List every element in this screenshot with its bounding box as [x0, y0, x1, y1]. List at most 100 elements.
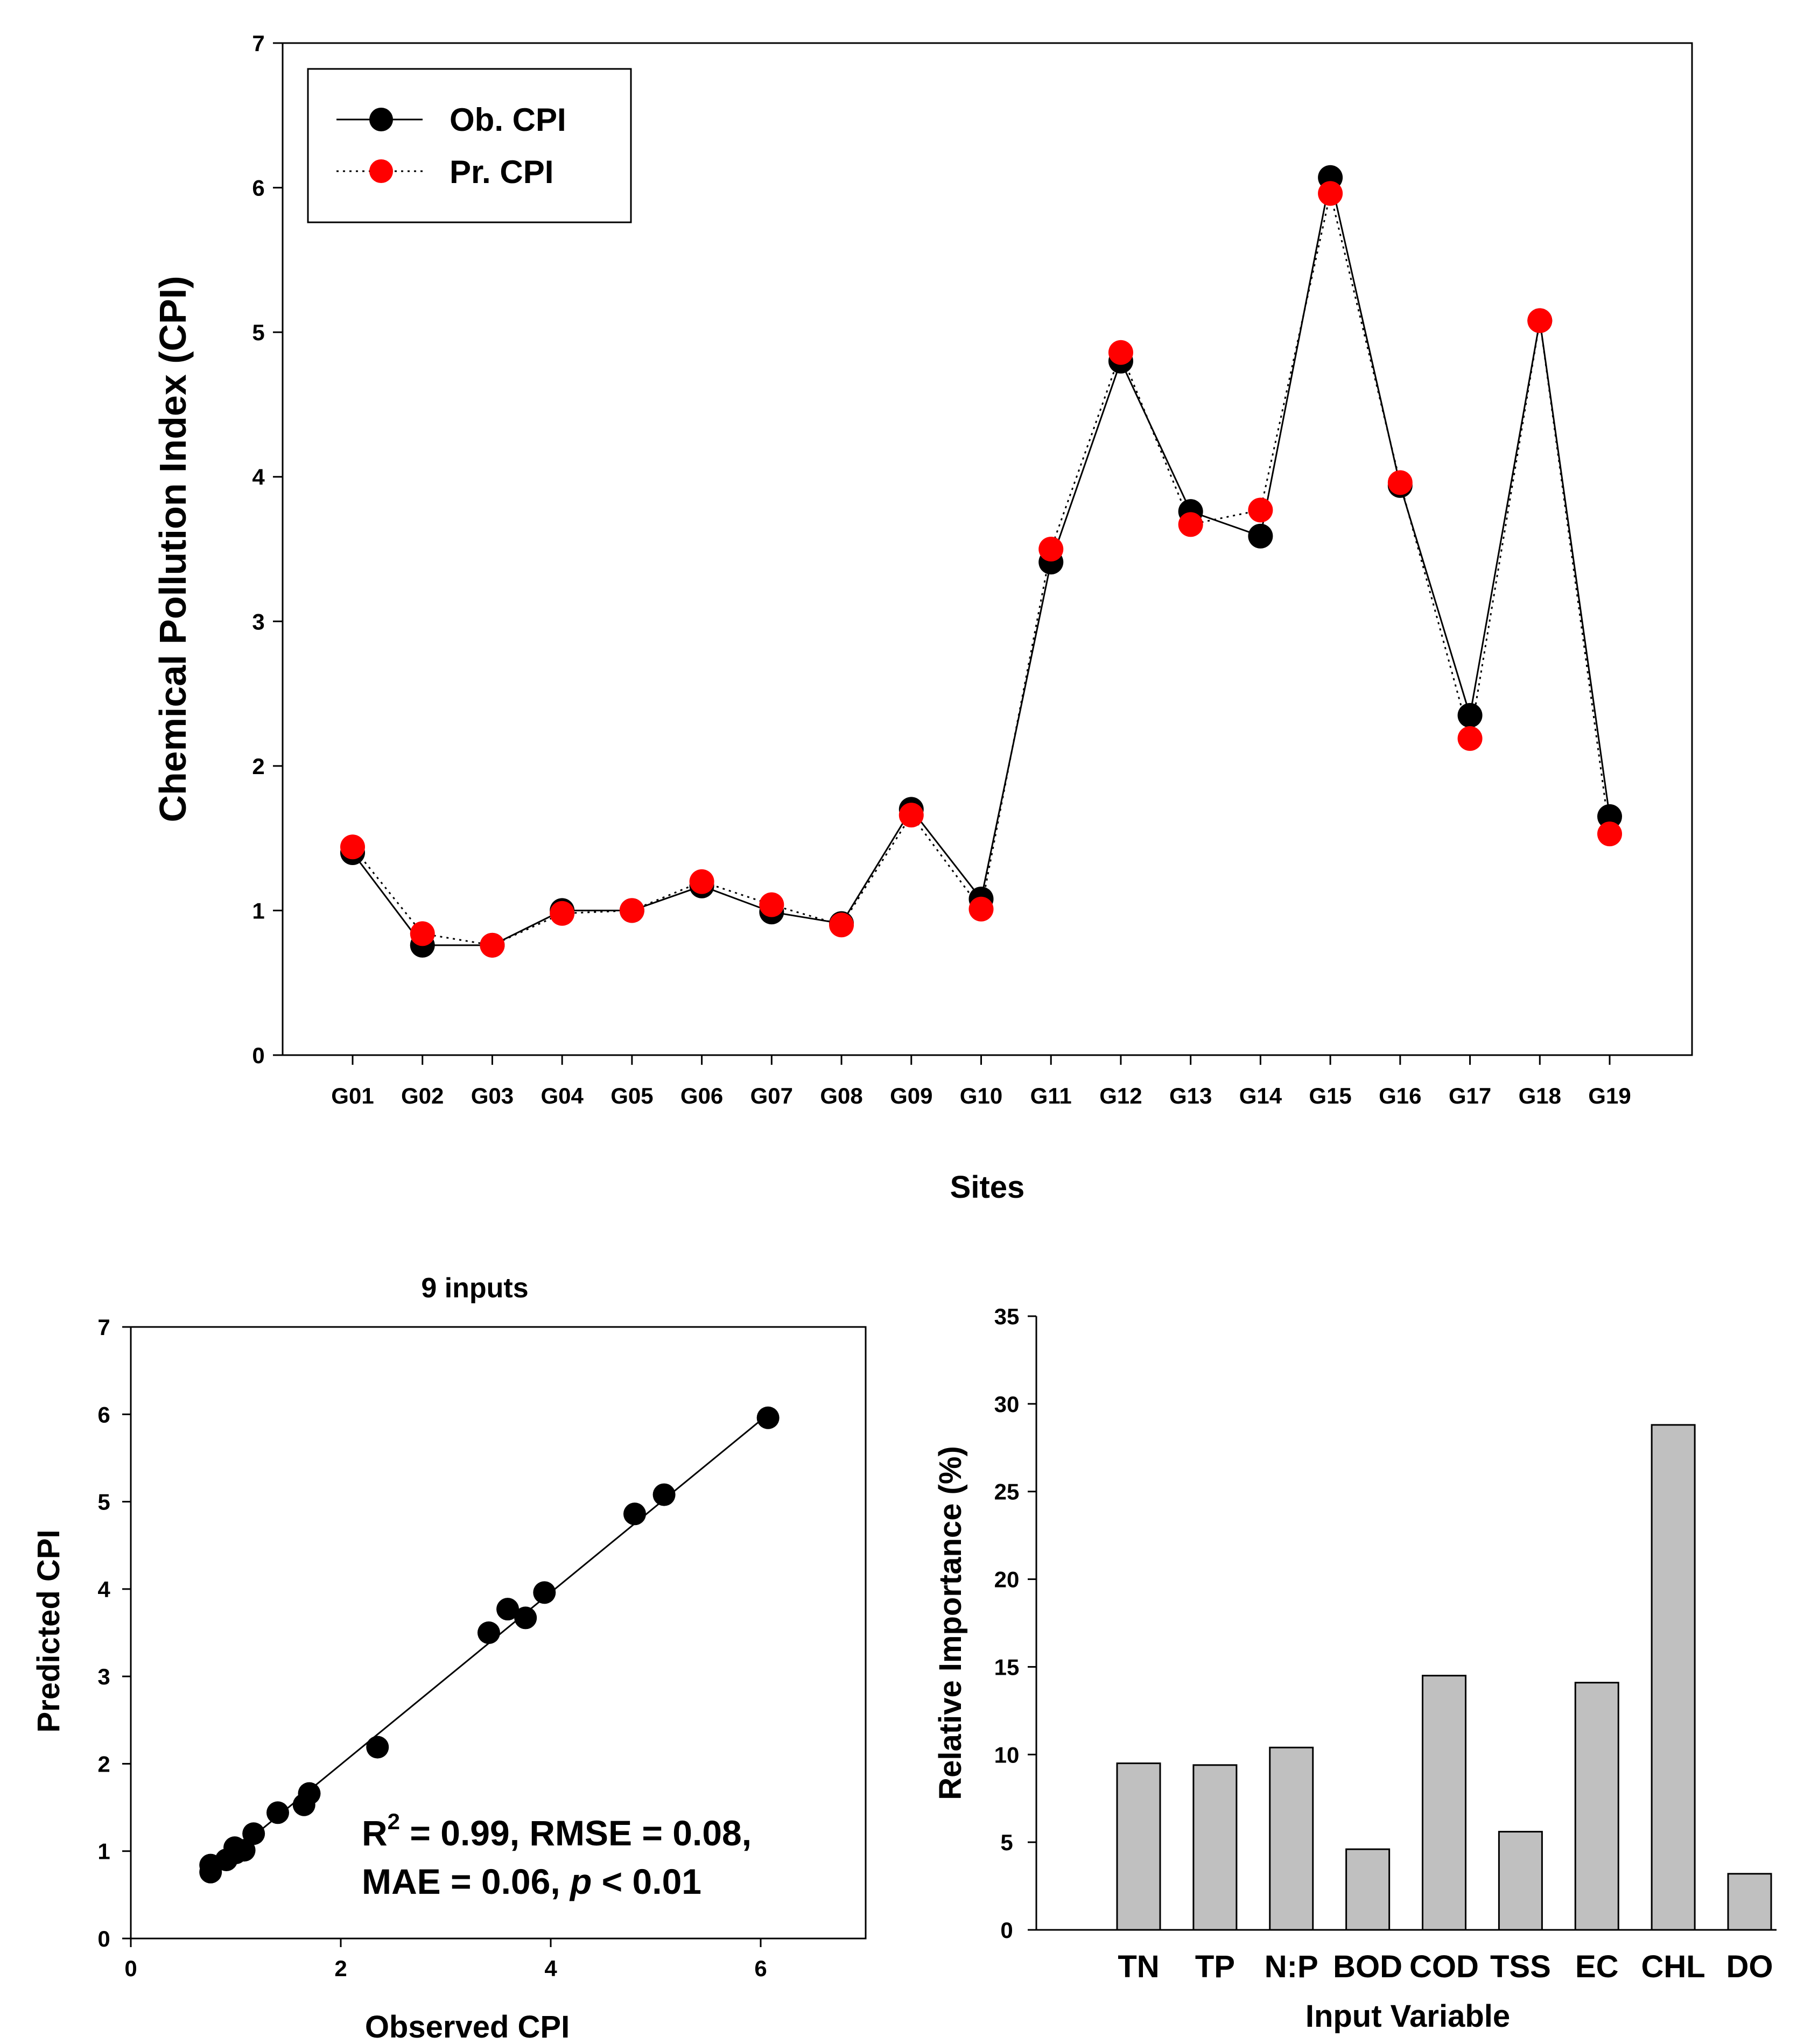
- legend-pr-marker: [369, 159, 393, 183]
- top-x-tick-label: G03: [471, 1083, 514, 1108]
- scatter-point: [366, 1736, 389, 1759]
- p-value: < 0.01: [592, 1862, 701, 1901]
- top-x-tick-label: G02: [401, 1083, 444, 1108]
- bar-y-tick-label: 5: [1000, 1830, 1013, 1855]
- top-x-tick-label: G08: [820, 1083, 862, 1108]
- top-y-tick-label: 1: [252, 898, 264, 923]
- bar-chl: [1651, 1424, 1696, 1931]
- r2-letter: R: [362, 1813, 388, 1853]
- ob-cpi-point: [1457, 703, 1483, 728]
- scatter-chart: 9 inputs 0 1 2 3 4 5 6 7 0 2 4 6 Predicted CPI Obs…: [31, 1273, 867, 2044]
- scatter-x-tick-label: 6: [754, 1956, 767, 1981]
- bar-x-tick-label: DO: [1726, 1949, 1773, 1984]
- scatter-y-tick-label: 1: [97, 1839, 110, 1864]
- scatter-y-tick-label: 5: [97, 1490, 110, 1515]
- top-x-tick-label: G15: [1309, 1083, 1351, 1108]
- bar-x-tick-label: TP: [1195, 1949, 1235, 1984]
- top-y-tick-label: 4: [252, 465, 265, 490]
- scatter-x-tick-label: 2: [334, 1956, 347, 1981]
- scatter-x-tick-label: 0: [124, 1956, 137, 1981]
- top-x-tick-label: G11: [1030, 1083, 1072, 1108]
- scatter-point: [233, 1839, 256, 1862]
- bar-y-ticks: 0 5 10 15 20 25 30 35: [994, 1304, 1036, 1943]
- bar-y-tick-label: 30: [994, 1392, 1020, 1417]
- bar-x-ticks: TN TP N:P BOD COD TSS EC CHL DO: [1118, 1949, 1773, 1984]
- ob-cpi-point: [1597, 804, 1622, 829]
- top-x-axis-title: Sites: [950, 1170, 1025, 1205]
- top-series-points: [340, 165, 1622, 958]
- bar-x-tick-label: CHL: [1641, 1949, 1705, 1984]
- pr-cpi-point: [619, 898, 644, 923]
- pr-cpi-point: [1527, 308, 1553, 333]
- legend-pr-label: Pr. CPI: [450, 154, 553, 190]
- scatter-x-tick-label: 4: [544, 1956, 557, 1981]
- pr-cpi-point: [1248, 497, 1273, 523]
- scatter-y-tick-label: 3: [97, 1664, 110, 1689]
- importance-bar-chart: 0 5 10 15 20 25 30 35 TN TP N:P BOD COD TSS EC CHL DO R…: [933, 1304, 1777, 2034]
- scatter-point: [215, 1848, 238, 1871]
- scatter-title: 9 inputs: [421, 1273, 528, 1304]
- pr-cpi-point: [1457, 726, 1483, 751]
- bar-bars: [1116, 1424, 1772, 1931]
- scatter-point: [242, 1822, 265, 1845]
- bar-y-tick-label: 0: [1000, 1917, 1013, 1943]
- scatter-x-axis-title: Observed CPI: [365, 2010, 570, 2044]
- scatter-y-ticks: 0 1 2 3 4 5 6 7: [97, 1315, 131, 1951]
- top-x-tick-label: G12: [1099, 1083, 1142, 1108]
- legend-box: [307, 68, 632, 223]
- bar-y-tick-label: 20: [994, 1567, 1020, 1592]
- top-legend: Ob. CPI Pr. CPI: [307, 68, 632, 223]
- pr-cpi-point: [550, 901, 575, 926]
- bar-y-axis-title: Relative Importance (%): [933, 1446, 968, 1800]
- top-y-axis-title: Chemical Pollution Index (CPI): [152, 276, 194, 822]
- bar-y-tick-label: 10: [994, 1742, 1020, 1767]
- top-x-tick-label: G04: [541, 1083, 584, 1108]
- scatter-point: [756, 1406, 780, 1429]
- stats-line-1: R2 = 0.99, RMSE = 0.08,: [362, 1809, 752, 1853]
- legend-ob-marker: [369, 108, 393, 131]
- scatter-point: [533, 1581, 556, 1604]
- scatter-x-ticks: 0 2 4 6: [124, 1938, 767, 1981]
- pr-cpi-point: [1318, 181, 1343, 206]
- bar-x-tick-label: BOD: [1333, 1949, 1402, 1984]
- pr-cpi-point: [1108, 340, 1133, 365]
- bar-y-tick-label: 25: [994, 1479, 1020, 1505]
- scatter-point: [266, 1801, 289, 1824]
- pr-cpi-point: [1597, 821, 1622, 847]
- top-x-tick-label: G06: [680, 1083, 723, 1108]
- bar-x-tick-label: TSS: [1490, 1949, 1551, 1984]
- pr-cpi-point: [968, 896, 994, 922]
- bar-bod: [1345, 1848, 1391, 1931]
- bar-x-axis-title: Input Variable: [1305, 1999, 1510, 2034]
- top-x-tick-label: G07: [750, 1083, 793, 1108]
- legend-ob-label: Ob. CPI: [450, 102, 566, 138]
- scatter-point: [514, 1606, 537, 1629]
- ob-cpi-point: [1248, 523, 1273, 549]
- top-x-tick-label: G01: [331, 1083, 374, 1108]
- top-y-tick-label: 5: [252, 320, 264, 345]
- top-y-tick-label: 7: [252, 31, 264, 56]
- scatter-y-tick-label: 0: [97, 1926, 110, 1951]
- top-x-tick-label: G17: [1449, 1083, 1491, 1108]
- top-x-tick-label: G10: [960, 1083, 1002, 1108]
- pr-cpi-point: [1038, 537, 1064, 561]
- scatter-point: [199, 1860, 222, 1884]
- scatter-plot-frame: [130, 1326, 867, 1940]
- r2-superscript: 2: [388, 1809, 400, 1834]
- bar-x-tick-label: TN: [1118, 1949, 1159, 1984]
- bar-tp: [1192, 1764, 1238, 1931]
- bar-do: [1727, 1873, 1772, 1931]
- top-x-tick-label: G13: [1169, 1083, 1212, 1108]
- scatter-point: [623, 1502, 646, 1526]
- top-x-ticks: G01 G02 G03 G04 G05 G06 G07 G08 G09 G10 G11 G12 G13 G…: [331, 1055, 1631, 1108]
- bar-x-tick-label: N:P: [1265, 1949, 1318, 1984]
- pr-cpi-point: [340, 834, 365, 860]
- bar-x-tick-label: COD: [1409, 1949, 1479, 1984]
- top-series-lines: [352, 177, 1611, 946]
- top-plot-frame: [282, 42, 1693, 1056]
- scatter-y-tick-label: 6: [97, 1402, 110, 1427]
- pr-cpi-point: [689, 869, 714, 894]
- pr-cpi-point: [1178, 512, 1203, 537]
